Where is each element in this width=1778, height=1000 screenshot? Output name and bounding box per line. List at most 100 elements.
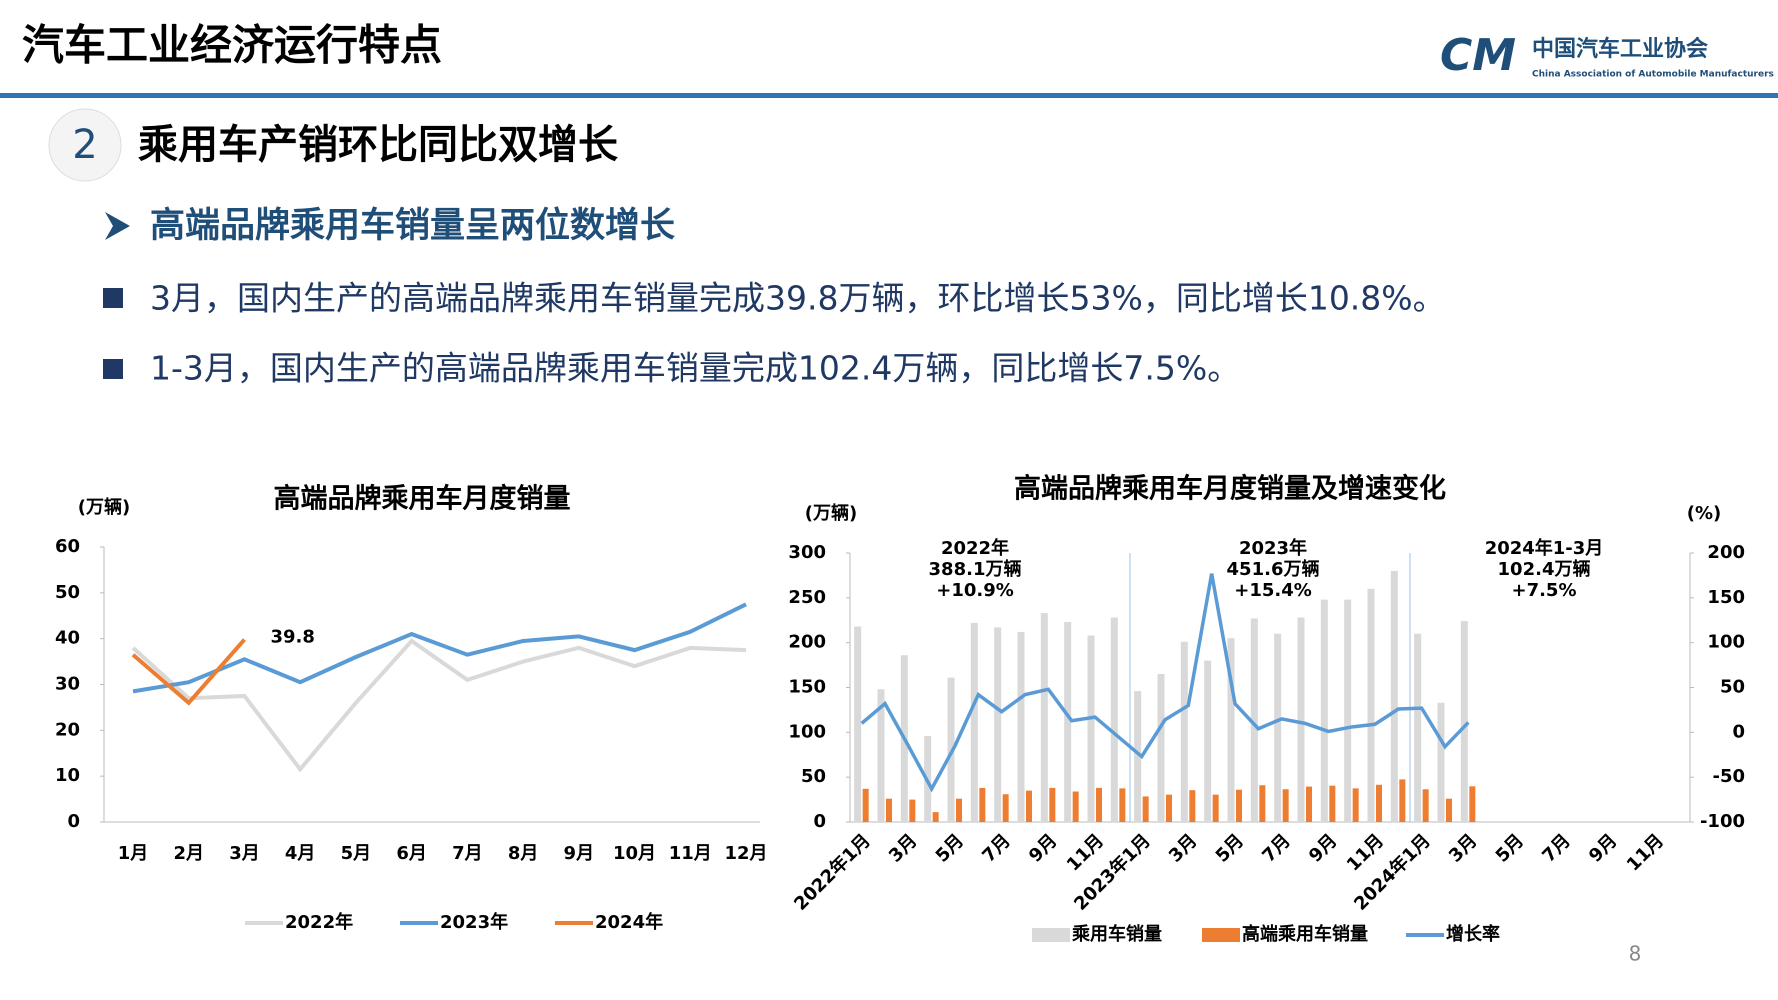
x-tick-label: 10月: [613, 843, 656, 864]
x-tick-label: 4月: [285, 843, 316, 864]
bar: [1026, 790, 1032, 822]
bar: [1017, 631, 1025, 822]
bar: [1437, 702, 1445, 822]
x-tick-label: 5月: [932, 830, 968, 866]
bullet: 3月，国内生产的高端品牌乘用车销量完成39.8万辆，环比增长53%，同比增长10…: [150, 279, 1446, 318]
bar: [1134, 691, 1142, 822]
bar: [1096, 787, 1102, 822]
bar: [956, 798, 962, 822]
line-series: [131, 638, 747, 773]
bar: [1040, 613, 1048, 822]
section-number: 2: [72, 122, 97, 168]
y2-tick-label: -50: [1712, 766, 1745, 787]
y2-tick-label: 100: [1707, 632, 1745, 653]
x-tick-label: 5月: [1212, 830, 1248, 866]
y-tick-label: 60: [55, 536, 80, 557]
x-tick-label: 3月: [229, 843, 260, 864]
bar: [1469, 786, 1476, 822]
y2-tick-label: 0: [1732, 721, 1745, 742]
annotation: +15.4%: [1234, 580, 1312, 601]
logo-mark: CM: [1440, 30, 1516, 81]
legend-label: 2022年: [285, 911, 353, 933]
section-title: 乘用车产销环比同比双增长: [138, 122, 618, 168]
bar: [1087, 635, 1095, 822]
annotation: 2024年1-3月: [1485, 537, 1604, 559]
bar: [1002, 794, 1009, 822]
x-tick-label: 1月: [118, 843, 149, 864]
line-series: [131, 638, 246, 706]
bar: [909, 799, 916, 822]
bar: [1344, 599, 1352, 822]
bar: [979, 787, 986, 822]
bar: [1064, 622, 1072, 822]
line-series: [132, 602, 747, 694]
annotation: 451.6万辆: [1227, 558, 1320, 580]
x-tick-label: 11月: [1623, 830, 1668, 875]
x-tick-label: 5月: [1492, 830, 1528, 866]
x-tick-label: 12月: [724, 843, 767, 864]
y-tick-label: 150: [788, 677, 826, 698]
bar: [1352, 788, 1359, 822]
y-tick-label: 0: [67, 811, 80, 832]
header-rule: [0, 93, 1778, 98]
bar: [1376, 784, 1382, 822]
bar: [1414, 633, 1422, 822]
y-tick-label: 250: [788, 587, 826, 608]
y-tick-label: 300: [788, 542, 826, 563]
axis-unit: (万辆): [805, 502, 857, 524]
y-tick-label: 200: [788, 632, 826, 653]
bar: [1110, 617, 1118, 822]
bar: [1204, 660, 1212, 822]
annotation: 102.4万辆: [1498, 558, 1591, 580]
legend-swatch: [1202, 928, 1240, 942]
bar: [1250, 618, 1258, 822]
x-tick-label: 8月: [508, 843, 539, 864]
y2-tick-label: 50: [1720, 677, 1745, 698]
bar: [1157, 674, 1165, 822]
x-tick-label: 2月: [173, 843, 204, 864]
y-tick-label: 0: [813, 811, 826, 832]
y-tick-label: 30: [55, 674, 80, 695]
bar: [1460, 621, 1468, 822]
y2-tick-label: -100: [1700, 811, 1745, 832]
bar: [1399, 779, 1406, 822]
bar: [1166, 794, 1172, 822]
bullet: 1-3月，国内生产的高端品牌乘用车销量完成102.4万辆，同比增长7.5%。: [150, 349, 1240, 388]
bar: [1119, 788, 1126, 822]
bar: [1227, 638, 1235, 822]
bar: [1274, 633, 1282, 822]
annotation: +7.5%: [1511, 580, 1576, 601]
bar: [1259, 785, 1266, 822]
bar: [1329, 785, 1336, 822]
bar: [1142, 796, 1149, 822]
x-tick-label: 9月: [1305, 830, 1341, 866]
bar: [1072, 791, 1079, 822]
bar: [1236, 789, 1242, 822]
axis-unit: (%): [1687, 503, 1722, 524]
x-tick-label: 3月: [885, 830, 921, 866]
header-title: 汽车工业经济运行特点: [22, 21, 442, 70]
x-tick-label: 5月: [341, 843, 372, 864]
bar: [854, 626, 862, 822]
section-badge: [48, 108, 122, 182]
bar: [1212, 794, 1219, 822]
x-tick-label: 3月: [1165, 830, 1201, 866]
annotation: 2023年: [1239, 537, 1307, 559]
y-tick-label: 50: [55, 582, 80, 603]
bar: [1297, 617, 1305, 822]
bar: [1306, 786, 1312, 822]
chart-title: 高端品牌乘用车月度销量: [274, 483, 571, 515]
x-tick-label: 9月: [1025, 830, 1061, 866]
arrow-icon: [105, 212, 130, 240]
bar: [1282, 789, 1289, 822]
y-tick-label: 100: [788, 721, 826, 742]
y-tick-label: 40: [55, 628, 80, 649]
y2-tick-label: 200: [1707, 542, 1745, 563]
x-tick-label: 3月: [1445, 830, 1481, 866]
bar: [1446, 798, 1452, 822]
page-number: 8: [1629, 942, 1642, 966]
y-tick-label: 10: [55, 765, 80, 786]
x-tick-label: 9月: [564, 843, 595, 864]
chart-title: 高端品牌乘用车月度销量及增速变化: [1014, 473, 1446, 505]
x-tick-label: 9月: [1585, 830, 1621, 866]
